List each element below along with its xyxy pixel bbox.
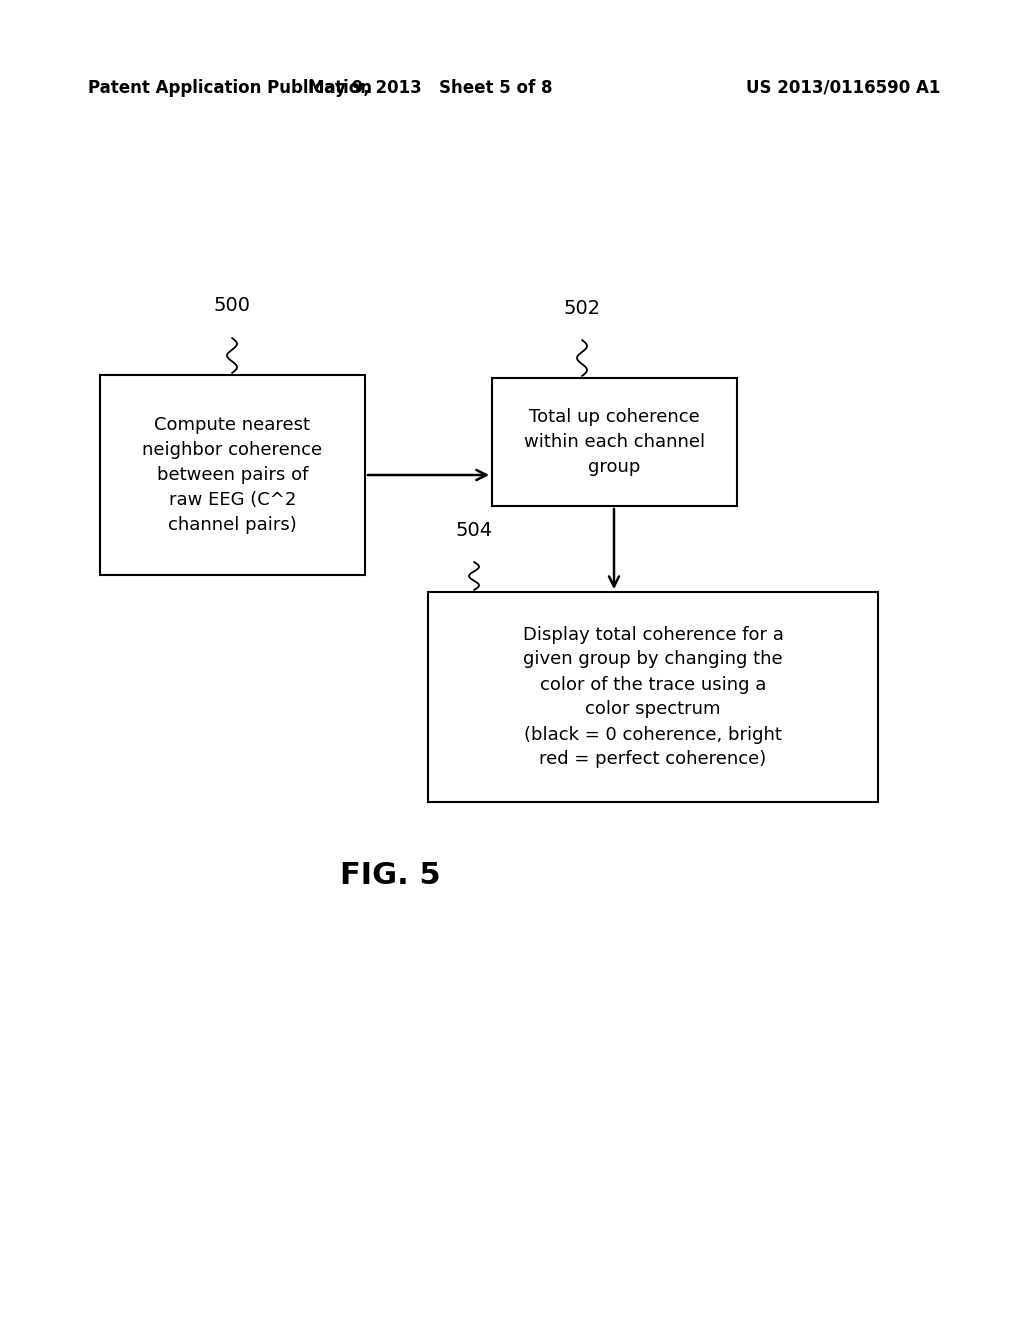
Bar: [492, 378, 737, 506]
Text: Compute nearest
neighbor coherence
between pairs of
raw EEG (C^2
channel pairs): Compute nearest neighbor coherence betwe…: [142, 416, 323, 535]
Bar: [428, 591, 878, 803]
Text: Display total coherence for a
given group by changing the
color of the trace usi: Display total coherence for a given grou…: [522, 626, 783, 768]
Text: May 9, 2013   Sheet 5 of 8: May 9, 2013 Sheet 5 of 8: [308, 79, 552, 96]
Text: 502: 502: [563, 300, 600, 318]
Text: Patent Application Publication: Patent Application Publication: [88, 79, 372, 96]
Text: Total up coherence
within each channel
group: Total up coherence within each channel g…: [524, 408, 706, 477]
Text: FIG. 5: FIG. 5: [340, 861, 440, 890]
Text: US 2013/0116590 A1: US 2013/0116590 A1: [745, 79, 940, 96]
Bar: [100, 375, 365, 576]
Text: 500: 500: [213, 296, 251, 315]
Text: 504: 504: [456, 521, 493, 540]
